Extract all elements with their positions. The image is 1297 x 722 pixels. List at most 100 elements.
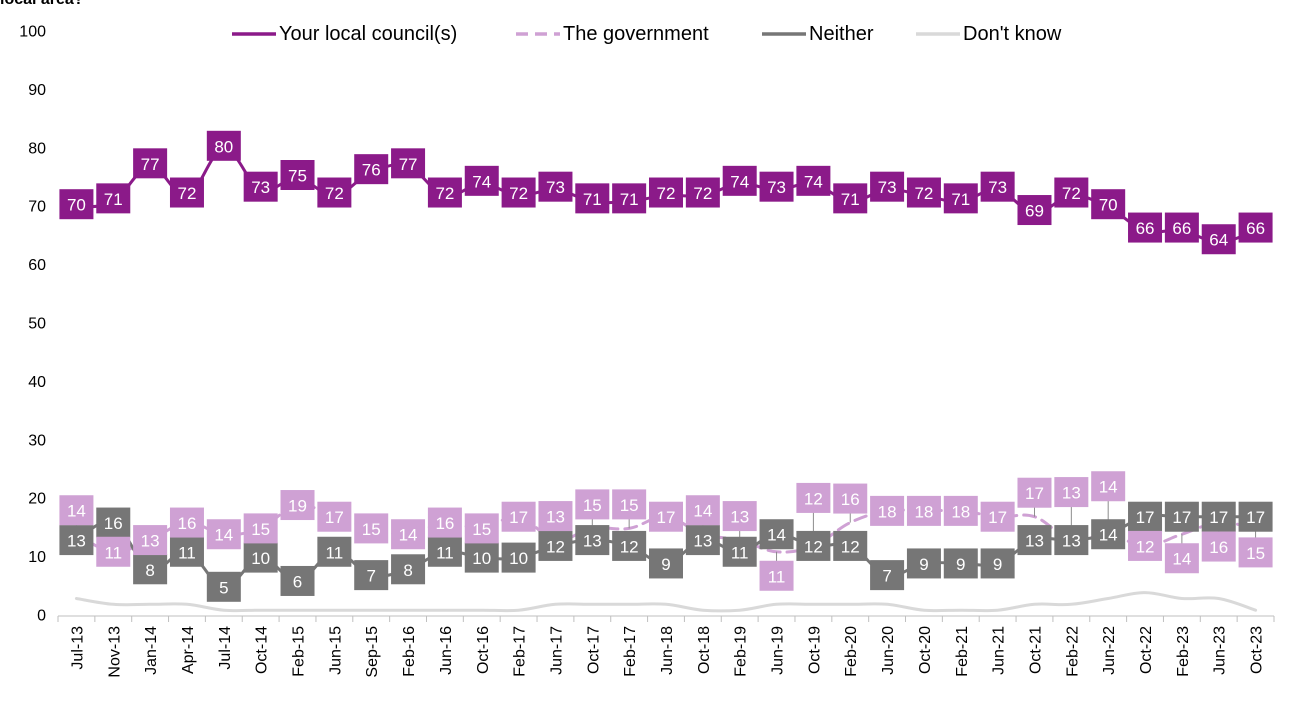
data-label-box (649, 548, 683, 579)
data-label-box (354, 560, 389, 591)
data-label: 72 (693, 184, 712, 203)
data-label-box (133, 525, 168, 556)
data-label-box (870, 171, 905, 202)
data-label: 17 (1246, 508, 1265, 527)
data-label-box (427, 177, 462, 208)
data-label: 64 (1209, 231, 1228, 250)
data-label: 9 (956, 555, 965, 574)
data-label: 18 (951, 502, 970, 521)
data-label-box (391, 554, 426, 585)
data-label-box (612, 489, 647, 520)
data-label-box (280, 160, 315, 190)
data-label: 9 (993, 555, 1002, 574)
data-label: 72 (657, 184, 676, 203)
data-label-box (1238, 212, 1273, 243)
data-label: 17 (988, 508, 1007, 527)
data-label-box (612, 530, 647, 561)
data-label: 72 (178, 184, 197, 203)
x-tick-label: Sep-15 (364, 626, 381, 678)
data-label: 76 (362, 161, 381, 180)
data-label-box (169, 507, 204, 538)
data-label-box (1054, 177, 1089, 208)
data-label: 18 (878, 502, 897, 521)
x-tick-label: Feb-16 (401, 626, 418, 677)
data-label: 8 (403, 561, 412, 580)
data-label-box (317, 501, 352, 532)
data-label-box (980, 171, 1015, 202)
data-label: 14 (67, 502, 86, 521)
x-tick-label: Oct-19 (806, 626, 823, 674)
data-label-box (1091, 471, 1126, 502)
x-tick-label: Feb-23 (1175, 626, 1192, 677)
data-label-box (612, 183, 647, 214)
x-tick-label: Oct-14 (254, 626, 271, 674)
data-label: 11 (731, 543, 749, 562)
chart-title-fragment: local area? (0, 0, 84, 9)
y-tick-label: 10 (28, 549, 46, 566)
data-label-box (427, 536, 462, 567)
data-label-box (906, 177, 941, 208)
data-label-box (464, 513, 499, 544)
data-label-box (169, 177, 204, 208)
data-label-box (280, 565, 315, 596)
data-label-box (796, 530, 831, 561)
y-tick-label: 80 (28, 140, 46, 157)
data-label-box (169, 536, 204, 567)
x-tick-label: Jun-17 (548, 626, 565, 675)
data-label-box (133, 554, 168, 585)
data-label-box (796, 165, 831, 196)
data-label-box (906, 495, 941, 526)
data-label: 66 (1136, 219, 1155, 238)
x-tick-label: Jun-15 (327, 626, 344, 675)
data-label: 72 (914, 184, 933, 203)
data-label-box (759, 560, 794, 591)
x-tick-label: Feb-17 (512, 626, 529, 677)
data-label: 73 (251, 178, 270, 197)
y-tick-label: 60 (28, 257, 46, 274)
data-label-box (501, 542, 536, 573)
data-label-box (1238, 537, 1273, 568)
legend-label: The government (563, 23, 709, 45)
x-tick-label: Oct-23 (1249, 626, 1266, 674)
data-label: 9 (919, 555, 928, 574)
data-label-box (685, 525, 720, 556)
data-label: 71 (104, 190, 123, 209)
data-label-box (1017, 195, 1052, 226)
data-label: 74 (730, 172, 749, 191)
x-tick-label: Oct-16 (475, 626, 492, 674)
x-tick-label: Feb-15 (291, 626, 308, 677)
data-label-box (833, 183, 868, 214)
axis-layer: 0 10 20 30 40 50 60 70 80 90 100 Jul-13 Nov-13 Jan-14… (19, 24, 1275, 678)
data-label-box (943, 495, 978, 526)
data-label-box (1164, 543, 1199, 574)
data-label: 74 (804, 172, 823, 191)
data-label-box (575, 489, 610, 520)
y-tick-label: 50 (28, 316, 46, 333)
data-label: 72 (435, 184, 454, 203)
data-label: 75 (288, 167, 307, 186)
data-label: 12 (804, 537, 823, 556)
y-tick-label: 20 (28, 491, 46, 508)
data-label: 12 (804, 489, 823, 508)
data-label: 15 (251, 520, 270, 539)
data-label: 69 (1025, 202, 1044, 221)
data-label-box (133, 148, 168, 179)
legend: Your local council(s) The government Neith… (232, 23, 1062, 45)
data-label-box (1164, 212, 1199, 243)
data-label-box (722, 501, 757, 532)
data-label: 16 (435, 514, 454, 533)
data-label: 11 (178, 543, 196, 562)
data-label: 19 (288, 497, 307, 516)
data-label-box (722, 536, 757, 567)
data-label: 80 (214, 137, 233, 156)
legend-label: Your local council(s) (279, 23, 457, 45)
data-label: 77 (141, 155, 160, 174)
data-label-box (759, 519, 794, 550)
data-label: 14 (767, 526, 786, 545)
data-label: 8 (145, 561, 154, 580)
data-label: 13 (141, 532, 160, 551)
data-label-box (391, 519, 426, 550)
data-label-box (1128, 212, 1163, 243)
data-label: 18 (914, 502, 933, 521)
